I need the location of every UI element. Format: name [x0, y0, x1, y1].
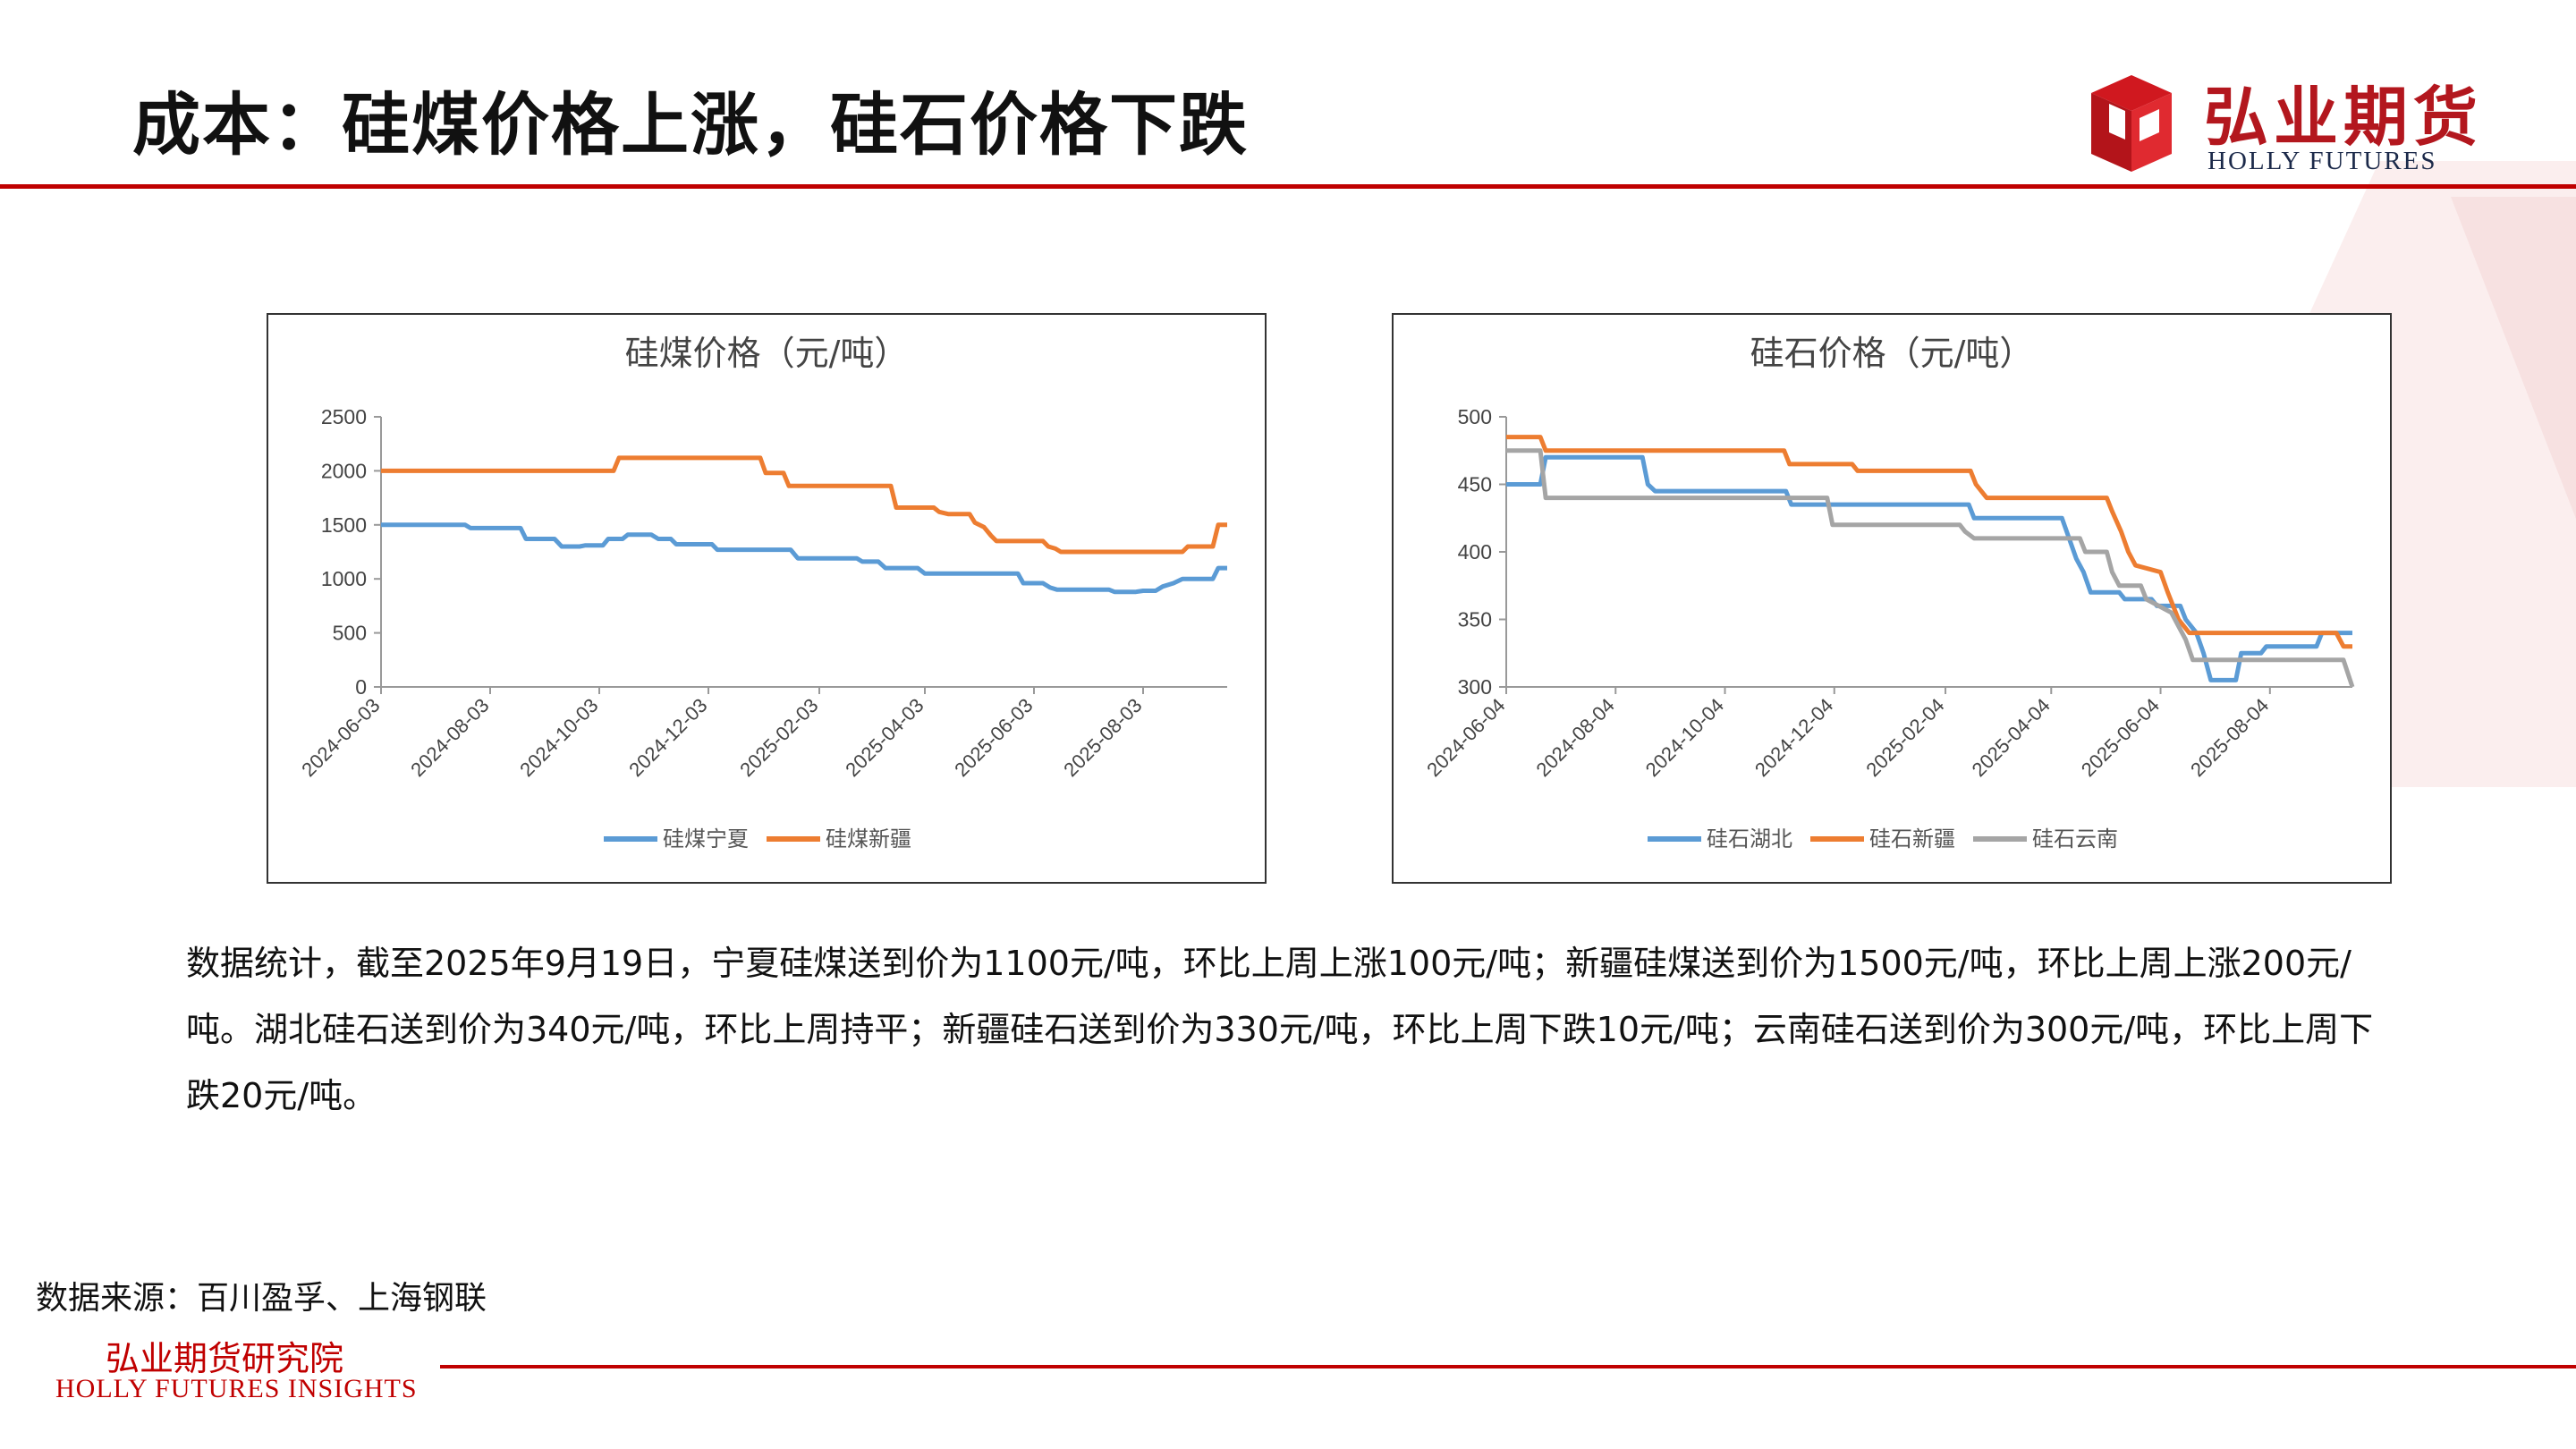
- y-tick-label: 2500: [321, 405, 367, 428]
- x-tick-label: 2025-02-04: [1861, 694, 1948, 781]
- x-tick-label: 2025-06-04: [2077, 694, 2164, 781]
- series-line-1: [1506, 454, 2352, 682]
- series-line-1: [381, 522, 1227, 595]
- x-tick-label: 2025-08-04: [2186, 694, 2273, 781]
- y-tick-label: 300: [1458, 675, 1492, 699]
- y-tick-label: 500: [333, 622, 367, 645]
- series-line-2: [381, 455, 1227, 555]
- x-tick-label: 2024-10-04: [1641, 694, 1728, 781]
- y-tick-label: 2000: [321, 459, 367, 482]
- logo-chinese: 弘业期货: [2204, 79, 2484, 155]
- y-tick-label: 350: [1458, 608, 1492, 631]
- footer-org-chinese: 弘业期货研究院: [106, 1339, 344, 1378]
- y-tick-label: 1500: [321, 513, 367, 537]
- legend-label: 硅煤新疆: [826, 826, 911, 852]
- y-tick-label: 0: [355, 675, 367, 699]
- legend-label: 硅石湖北: [1707, 826, 1792, 852]
- x-tick-label: 2025-04-03: [841, 694, 928, 781]
- chart-svg-coal: 硅煤价格（元/吨） 0 500 1000 1500 2000 2500 2024-06-03 2…: [297, 334, 1227, 852]
- x-tick-label: 2024-06-03: [297, 694, 384, 781]
- brand-logo: 弘业期货 HOLLY FUTURES: [2077, 64, 2478, 181]
- summary-paragraph: 数据统计，截至2025年9月19日，宁夏硅煤送到价为1100元/吨，环比上周上涨…: [186, 944, 2374, 1115]
- x-tick-label: 2024-12-04: [1750, 694, 1837, 781]
- y-tick-label: 400: [1458, 540, 1492, 564]
- legend-label: 硅煤宁夏: [663, 826, 749, 852]
- y-tick-label: 450: [1458, 473, 1492, 496]
- legend-label: 硅石云南: [2032, 826, 2118, 852]
- y-tick-label: 1000: [321, 567, 367, 590]
- chart-silicon-coal: 硅煤价格（元/吨） 0 500 1000 1500 2000 2500 2024-06-03 2…: [267, 313, 1267, 884]
- chart-title: 硅煤价格（元/吨）: [625, 334, 909, 373]
- x-tick-label: 2024-10-03: [515, 694, 602, 781]
- x-tick-label: 2025-08-03: [1059, 694, 1146, 781]
- title-divider: [0, 184, 2576, 189]
- legend-label: 硅石新疆: [1869, 826, 1955, 852]
- x-tick-label: 2024-06-04: [1422, 694, 1509, 781]
- chart-svg-stone: 硅石价格（元/吨） 300 350 400 450 500 2024-06-04 2024-0…: [1422, 334, 2355, 852]
- x-tick-label: 2025-04-04: [1968, 694, 2055, 781]
- chart-silica-stone: 硅石价格（元/吨） 300 350 400 450 500 2024-06-04 2024-0…: [1392, 313, 2392, 884]
- logo-english: HOLLY FUTURES: [2207, 147, 2437, 175]
- page-title: 成本：硅煤价格上涨，硅石价格下跌: [132, 85, 1249, 165]
- chart-title: 硅石价格（元/吨）: [1750, 334, 2034, 373]
- x-tick-label: 2024-08-04: [1532, 694, 1619, 781]
- footer-org-english: HOLLY FUTURES INSIGHTS: [55, 1374, 418, 1403]
- series-line-2: [1506, 435, 2352, 649]
- x-tick-label: 2025-06-03: [950, 694, 1037, 781]
- x-tick-label: 2024-08-03: [406, 694, 493, 781]
- series-line-3: [1506, 448, 2355, 688]
- data-source: 数据来源：百川盈孚、上海钢联: [36, 1280, 487, 1317]
- x-tick-label: 2025-02-03: [735, 694, 822, 781]
- y-tick-label: 500: [1458, 405, 1492, 428]
- logo-cube-icon: [2091, 75, 2172, 172]
- footer-divider: [440, 1365, 2576, 1368]
- x-tick-label: 2024-12-03: [624, 694, 711, 781]
